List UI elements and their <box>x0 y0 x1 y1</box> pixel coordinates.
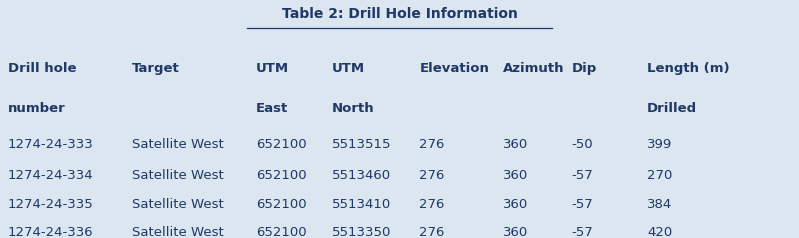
Text: Drill hole: Drill hole <box>8 62 77 75</box>
Text: Dip: Dip <box>571 62 597 75</box>
Text: 276: 276 <box>419 138 445 151</box>
Text: 5513460: 5513460 <box>332 169 391 182</box>
Text: Table 2: Drill Hole Information: Table 2: Drill Hole Information <box>281 7 518 21</box>
Text: East: East <box>256 102 288 115</box>
Text: 360: 360 <box>503 169 529 182</box>
Text: 420: 420 <box>647 226 673 238</box>
Text: -57: -57 <box>571 226 593 238</box>
Text: 384: 384 <box>647 198 673 211</box>
Text: North: North <box>332 102 374 115</box>
Text: 270: 270 <box>647 169 673 182</box>
Text: 276: 276 <box>419 198 445 211</box>
Text: Satellite West: Satellite West <box>132 226 224 238</box>
Text: 1274-24-335: 1274-24-335 <box>8 198 93 211</box>
Text: 276: 276 <box>419 169 445 182</box>
Text: -57: -57 <box>571 198 593 211</box>
Text: 399: 399 <box>647 138 673 151</box>
Text: -57: -57 <box>571 169 593 182</box>
Text: 5513515: 5513515 <box>332 138 391 151</box>
Text: 276: 276 <box>419 226 445 238</box>
Text: -50: -50 <box>571 138 593 151</box>
Text: Target: Target <box>132 62 180 75</box>
Text: 1274-24-336: 1274-24-336 <box>8 226 93 238</box>
Text: number: number <box>8 102 66 115</box>
Text: 360: 360 <box>503 138 529 151</box>
Text: Elevation: Elevation <box>419 62 489 75</box>
Text: 360: 360 <box>503 226 529 238</box>
Text: 652100: 652100 <box>256 198 306 211</box>
Text: 360: 360 <box>503 198 529 211</box>
Text: UTM: UTM <box>332 62 364 75</box>
Text: 652100: 652100 <box>256 169 306 182</box>
Text: 5513410: 5513410 <box>332 198 391 211</box>
Text: Length (m): Length (m) <box>647 62 729 75</box>
Text: 1274-24-333: 1274-24-333 <box>8 138 93 151</box>
Text: Satellite West: Satellite West <box>132 138 224 151</box>
Text: Azimuth: Azimuth <box>503 62 565 75</box>
Text: 1274-24-334: 1274-24-334 <box>8 169 93 182</box>
Text: 652100: 652100 <box>256 226 306 238</box>
Text: 5513350: 5513350 <box>332 226 391 238</box>
Text: UTM: UTM <box>256 62 288 75</box>
Text: Satellite West: Satellite West <box>132 198 224 211</box>
Text: 652100: 652100 <box>256 138 306 151</box>
Text: Drilled: Drilled <box>647 102 698 115</box>
Text: Satellite West: Satellite West <box>132 169 224 182</box>
